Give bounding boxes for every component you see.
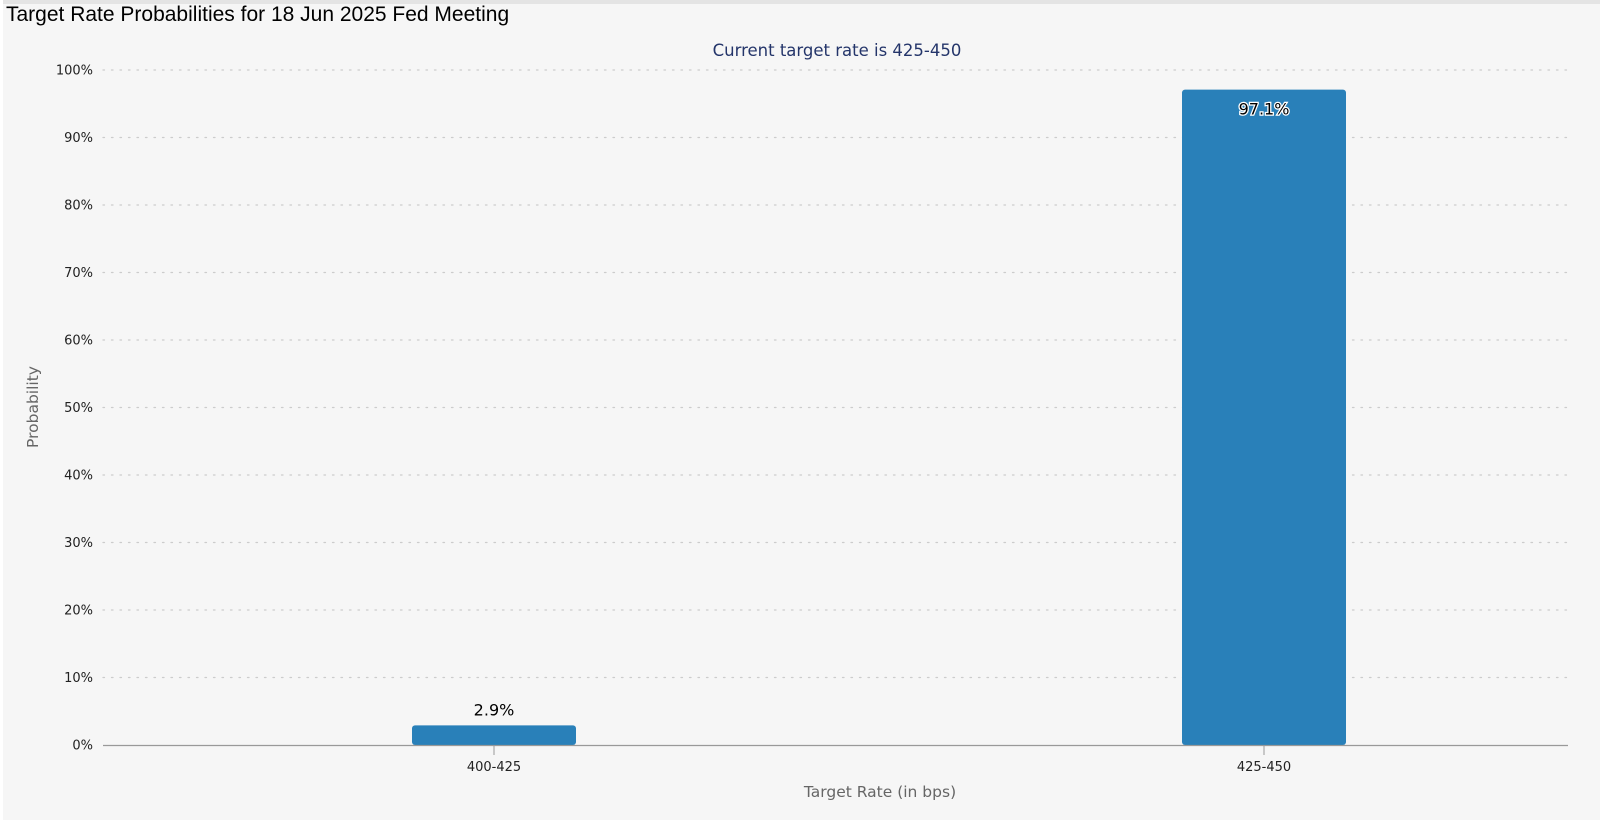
left-border <box>0 0 3 820</box>
y-tick-label: 60% <box>64 334 93 349</box>
top-border <box>0 0 1600 4</box>
x-tick-label: 425-450 <box>1237 760 1291 775</box>
y-tick-label: 40% <box>64 469 93 484</box>
page-title: Target Rate Probabilities for 18 Jun 202… <box>6 3 510 26</box>
data-label: 2.9% <box>474 700 515 719</box>
y-axis-ticks: 0% 10% 20% 30% 40% 50% 60% 70% 80% 90% 100% <box>56 64 93 754</box>
y-tick-label: 90% <box>64 131 93 146</box>
bars <box>412 89 1346 745</box>
x-axis-title: Target Rate (in bps) <box>803 783 956 801</box>
y-tick-label: 30% <box>64 536 93 551</box>
y-tick-label: 50% <box>64 401 93 416</box>
y-tick-label: 0% <box>72 739 93 754</box>
y-tick-label: 80% <box>64 199 93 214</box>
y-tick-label: 10% <box>64 671 93 686</box>
x-tick-label: 400-425 <box>467 760 521 775</box>
x-axis-ticks: 400-425 425-450 <box>467 745 1291 775</box>
bar-425-450[interactable] <box>1182 89 1346 745</box>
data-label: 97.1% <box>1239 100 1290 119</box>
bar-400-425[interactable] <box>412 725 576 745</box>
y-axis-title: Probability <box>24 366 42 448</box>
y-gridlines <box>102 69 1569 679</box>
chart-subtitle: Current target rate is 425-450 <box>713 41 962 60</box>
y-tick-label: 70% <box>64 266 93 281</box>
y-tick-label: 20% <box>64 604 93 619</box>
y-tick-label: 100% <box>56 64 93 79</box>
data-labels: 2.9% 97.1% <box>474 98 1291 719</box>
